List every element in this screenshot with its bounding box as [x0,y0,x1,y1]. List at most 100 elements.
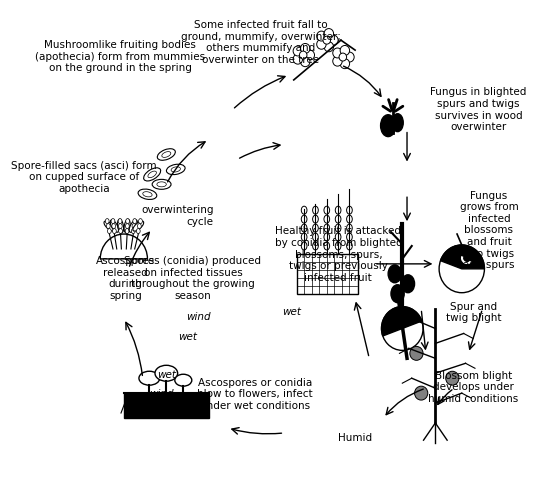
Ellipse shape [167,165,185,175]
Circle shape [439,245,485,293]
Circle shape [293,47,303,57]
Wedge shape [441,245,485,269]
Text: Spore-filled sacs (asci) form
on cupped surface of
apothecia: Spore-filled sacs (asci) form on cupped … [11,161,157,194]
Circle shape [300,45,310,54]
Ellipse shape [112,224,116,229]
Circle shape [293,55,303,65]
Ellipse shape [144,168,161,182]
Ellipse shape [346,207,352,215]
Wedge shape [382,307,422,336]
Text: Fungus in blighted
spurs and twigs
survives in wood
overwinter: Fungus in blighted spurs and twigs survi… [430,87,527,132]
Ellipse shape [155,365,178,381]
Text: wet: wet [178,331,197,341]
Ellipse shape [139,219,142,224]
Circle shape [317,40,326,50]
Circle shape [340,46,350,56]
Ellipse shape [336,242,341,250]
Ellipse shape [301,216,307,224]
Ellipse shape [118,220,124,233]
Ellipse shape [346,216,352,224]
Ellipse shape [324,225,329,233]
Ellipse shape [336,234,341,242]
Circle shape [324,30,333,39]
Ellipse shape [113,229,116,234]
Ellipse shape [138,224,141,229]
Text: overwintering
cycle: overwintering cycle [141,205,214,227]
Ellipse shape [324,234,329,242]
Circle shape [305,51,315,61]
Ellipse shape [312,225,318,233]
Circle shape [323,37,331,45]
Ellipse shape [324,242,329,250]
Ellipse shape [132,224,136,229]
Text: Blossom blight
develops under
humid conditions: Blossom blight develops under humid cond… [428,370,519,403]
Circle shape [339,54,346,62]
Ellipse shape [133,219,136,224]
Circle shape [410,347,423,361]
Ellipse shape [152,180,171,190]
Ellipse shape [391,285,404,303]
Ellipse shape [312,207,318,215]
Ellipse shape [139,372,160,385]
Circle shape [329,36,338,46]
Ellipse shape [402,275,415,293]
Text: Spores (conidia) produced
on infected tissues
throughout the growing
season: Spores (conidia) produced on infected ti… [124,256,261,301]
Ellipse shape [133,222,144,232]
Text: Mushroomlike fruiting bodies
(apothecia) form from mummies
on the ground in the : Mushroomlike fruiting bodies (apothecia)… [35,40,205,73]
Ellipse shape [346,242,352,250]
Ellipse shape [381,116,395,137]
FancyBboxPatch shape [296,255,358,294]
Circle shape [340,60,350,70]
Ellipse shape [175,375,192,386]
FancyBboxPatch shape [124,393,209,418]
Text: wet: wet [282,307,301,317]
Circle shape [415,386,428,400]
Ellipse shape [336,207,341,215]
Text: Ascospores
released
during
spring: Ascospores released during spring [96,256,155,301]
Text: Fungus
grows from
infected
blossoms
and fruit
into twigs
and spurs: Fungus grows from infected blossoms and … [460,190,518,270]
Ellipse shape [392,115,403,132]
Ellipse shape [138,190,157,200]
Ellipse shape [118,224,122,229]
Text: Some infected fruit fall to
ground, mummify, overwinter;
others mummify and
over: Some infected fruit fall to ground, mumm… [180,20,340,65]
Ellipse shape [125,229,129,234]
Text: Healthy fruit is attacked
by conidia from blighted
blossoms, spurs,
twigs or pre: Healthy fruit is attacked by conidia fro… [274,226,402,282]
Ellipse shape [104,222,115,232]
Ellipse shape [312,216,318,224]
Ellipse shape [131,229,135,234]
Text: wind: wind [150,389,174,399]
Ellipse shape [171,167,180,173]
Text: Humid: Humid [338,432,372,442]
Ellipse shape [324,216,329,224]
Ellipse shape [301,234,307,242]
Circle shape [317,32,326,42]
Wedge shape [100,235,147,259]
Ellipse shape [119,229,123,234]
Ellipse shape [105,219,109,224]
Ellipse shape [111,219,115,224]
Ellipse shape [148,172,156,178]
Ellipse shape [346,225,352,233]
Ellipse shape [312,234,318,242]
Ellipse shape [118,219,122,224]
Ellipse shape [162,152,171,158]
Ellipse shape [336,225,341,233]
Ellipse shape [129,220,138,233]
Ellipse shape [125,224,129,229]
Ellipse shape [157,182,166,187]
Ellipse shape [312,242,318,250]
Ellipse shape [107,229,111,234]
Ellipse shape [124,220,130,233]
Ellipse shape [157,150,175,161]
Circle shape [324,43,333,53]
Ellipse shape [301,207,307,215]
Ellipse shape [111,220,118,233]
Ellipse shape [324,207,329,215]
Circle shape [382,307,423,350]
Text: Ascospores or conidia
blow to flowers, infect
under wet conditions: Ascospores or conidia blow to flowers, i… [197,377,313,410]
Ellipse shape [126,219,129,224]
Text: wind: wind [186,312,211,321]
Ellipse shape [136,229,140,234]
Circle shape [333,57,342,67]
Ellipse shape [301,225,307,233]
